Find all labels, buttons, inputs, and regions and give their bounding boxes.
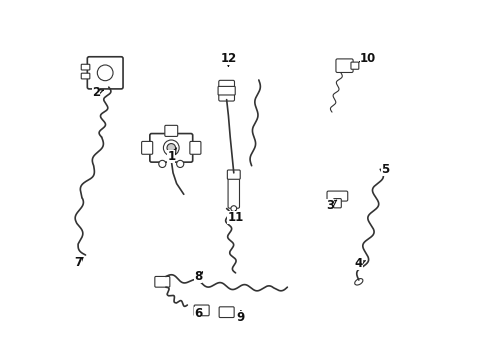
Text: 10: 10 (359, 52, 375, 65)
Circle shape (97, 65, 113, 81)
Circle shape (166, 144, 175, 152)
Text: 12: 12 (220, 52, 236, 66)
Text: 8: 8 (194, 270, 202, 283)
FancyBboxPatch shape (155, 276, 169, 287)
FancyBboxPatch shape (87, 57, 123, 89)
FancyBboxPatch shape (81, 64, 90, 70)
FancyBboxPatch shape (219, 307, 234, 318)
FancyBboxPatch shape (350, 62, 358, 69)
Text: 5: 5 (380, 163, 389, 176)
Text: 11: 11 (227, 211, 243, 224)
Text: 9: 9 (236, 311, 244, 324)
Circle shape (163, 140, 179, 156)
Text: 4: 4 (354, 257, 365, 270)
Text: 3: 3 (325, 198, 336, 212)
Circle shape (230, 206, 236, 211)
FancyBboxPatch shape (333, 199, 341, 208)
FancyBboxPatch shape (227, 170, 240, 179)
FancyBboxPatch shape (218, 80, 234, 101)
Circle shape (176, 160, 183, 167)
Text: 2: 2 (92, 86, 103, 99)
Text: 7: 7 (74, 256, 83, 269)
FancyBboxPatch shape (189, 141, 201, 154)
FancyBboxPatch shape (335, 59, 352, 72)
FancyBboxPatch shape (326, 191, 347, 201)
FancyBboxPatch shape (194, 305, 209, 316)
FancyBboxPatch shape (218, 86, 235, 95)
FancyBboxPatch shape (149, 134, 192, 162)
Text: 6: 6 (194, 307, 202, 320)
Ellipse shape (354, 279, 362, 285)
FancyBboxPatch shape (142, 141, 152, 154)
FancyBboxPatch shape (81, 73, 90, 79)
Text: 1: 1 (167, 148, 176, 163)
FancyBboxPatch shape (164, 125, 177, 136)
FancyBboxPatch shape (227, 173, 239, 208)
Circle shape (159, 160, 165, 167)
